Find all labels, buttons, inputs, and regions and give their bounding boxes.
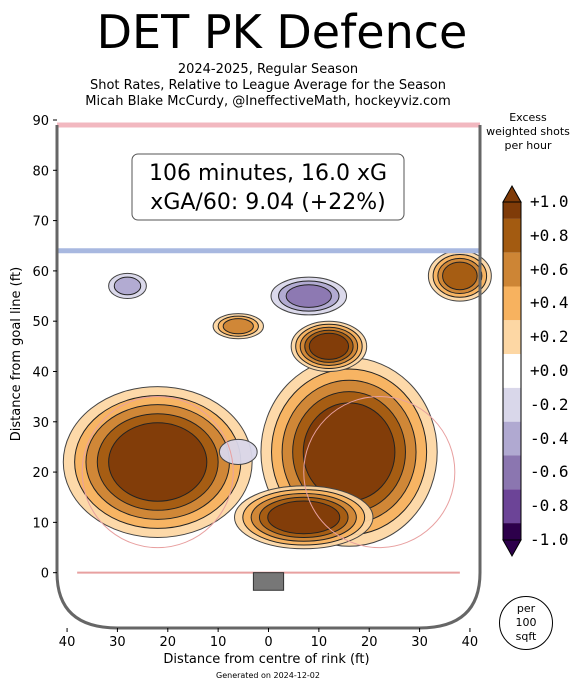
x-tick-label: 20 [361,635,378,650]
colorbar-tick-label: -1.0 [530,530,569,549]
x-tick-label: 40 [462,635,479,650]
x-tick-label: 30 [411,635,428,650]
colorbar-min-arrow [502,539,522,558]
heat-contour-left-slot-hotspot [108,422,208,502]
heat-contour-low-slot-cold-zone [218,438,258,466]
per-badge-line: 100 [515,616,537,629]
per-badge-line: sqft [515,630,537,643]
colorbar-tick-label: -0.2 [530,394,569,414]
faceoff-circle [303,396,456,549]
annotation-line: 106 minutes, 16.0 xG [149,161,387,186]
colorbar-title: Excess weighted shots per hour [478,111,578,153]
colorbar-swatch [503,218,521,253]
colorbar-swatch [503,252,521,287]
y-tick-label: 50 [32,315,49,330]
colorbar-tick-label: +1.0 [530,192,569,211]
heat-contour-right-point-hotspot [442,261,478,291]
colorbar-tick-label: -0.8 [530,496,569,516]
subtitle-metric: Shot Rates, Relative to League Average f… [89,78,447,93]
y-axis-label: Distance from goal line (ft) [9,267,24,441]
colorbar-swatch [503,455,521,490]
colorbar-tick-label: +0.6 [530,259,569,279]
colorbar-tick-label: +0.2 [530,327,569,347]
x-tick-label: 20 [160,635,177,650]
colorbar-swatch [503,286,521,321]
y-tick-label: 10 [32,516,49,531]
per-area-badge: per 100 sqft [499,596,553,650]
annotation-line: xGA/60: 9.04 (+22%) [150,190,385,215]
x-tick-label: 30 [109,635,126,650]
x-tick-label: 0 [264,635,272,650]
colorbar-title-line: weighted shots [486,125,570,138]
colorbar-title-line: per hour [504,139,552,152]
colorbar-max-arrow [502,184,522,203]
colorbar-tick-label: +0.8 [530,225,569,245]
colorbar-tick-label: -0.4 [530,428,569,448]
subtitle-season: 2024-2025, Regular Season [177,62,359,77]
faceoff-circle [81,396,234,549]
y-tick-label: 40 [32,365,49,380]
x-tick-label: 10 [311,635,328,650]
subtitle-author: Micah Blake McCurdy, @IneffectiveMath, h… [85,94,451,109]
y-tick-label: 30 [32,416,49,431]
colorbar-tick-label: +0.4 [530,293,569,313]
colorbar-tick-label: +0.0 [530,361,569,380]
goal-net [252,572,285,591]
colorbar-title-line: Excess [509,111,547,124]
colorbar-swatch [503,202,521,219]
heat-regions [62,250,492,550]
heat-contour-high-slot-hotspot [308,332,350,360]
heat-contour-blue-line-cold-zone [285,284,332,308]
colorbar-swatch [503,421,521,456]
x-tick-label: 40 [59,635,76,650]
y-tick-label: 90 [32,114,49,129]
annotation-box [131,153,405,221]
x-tick-label: 10 [210,635,227,650]
colorbar-swatch [503,354,521,388]
y-tick-label: 20 [32,466,49,481]
y-tick-label: 60 [32,265,49,280]
x-axis-label: Distance from centre of rink (ft) [163,652,369,667]
colorbar-swatch [503,387,521,422]
heat-contour-left-circle-top-hotspot [222,318,254,335]
generated-note: Generated on 2024-12-02 [216,671,320,680]
colorbar-swatch [503,320,521,355]
y-tick-label: 80 [32,164,49,179]
colorbar [502,184,522,558]
y-tick-label: 0 [41,567,49,582]
heat-contour-left-point-cold-zone [113,276,142,296]
per-badge-line: per [516,602,536,615]
colorbar-swatch [503,489,521,524]
colorbar-tick-label: -0.6 [530,462,569,482]
chart-title: DET PK Defence [96,5,468,59]
colorbar-swatch [503,523,521,540]
heat-contour-crease-front-hotspot [267,500,341,535]
colorbar-frame [502,201,522,541]
y-tick-label: 70 [32,215,49,230]
